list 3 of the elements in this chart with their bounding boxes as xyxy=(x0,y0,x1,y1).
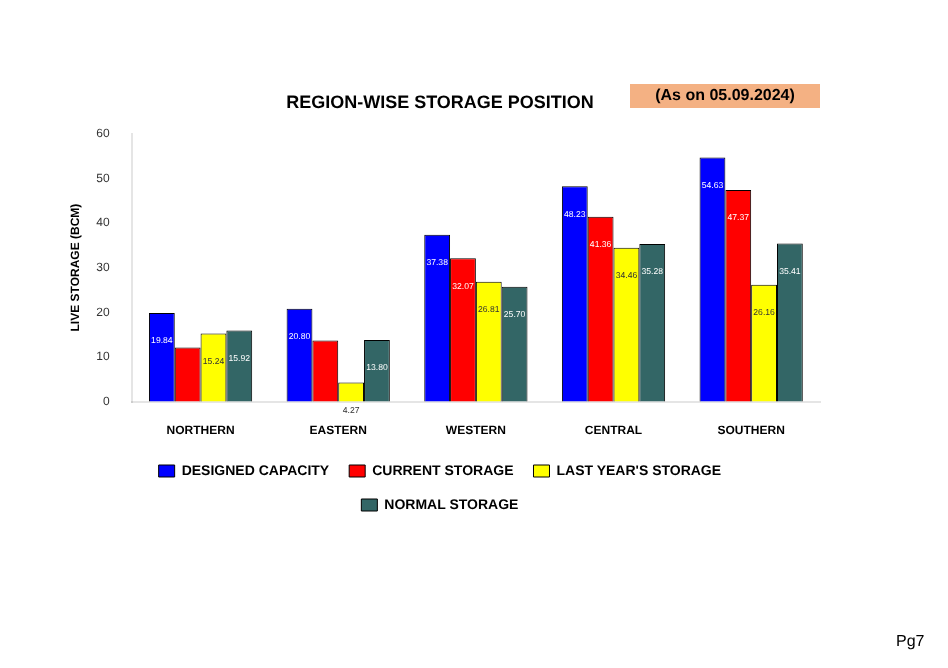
chart-title: REGION-WISE STORAGE POSITION xyxy=(286,91,594,112)
text: Pg7 xyxy=(896,632,925,650)
text: (As on 05.09.2024) xyxy=(630,84,820,108)
